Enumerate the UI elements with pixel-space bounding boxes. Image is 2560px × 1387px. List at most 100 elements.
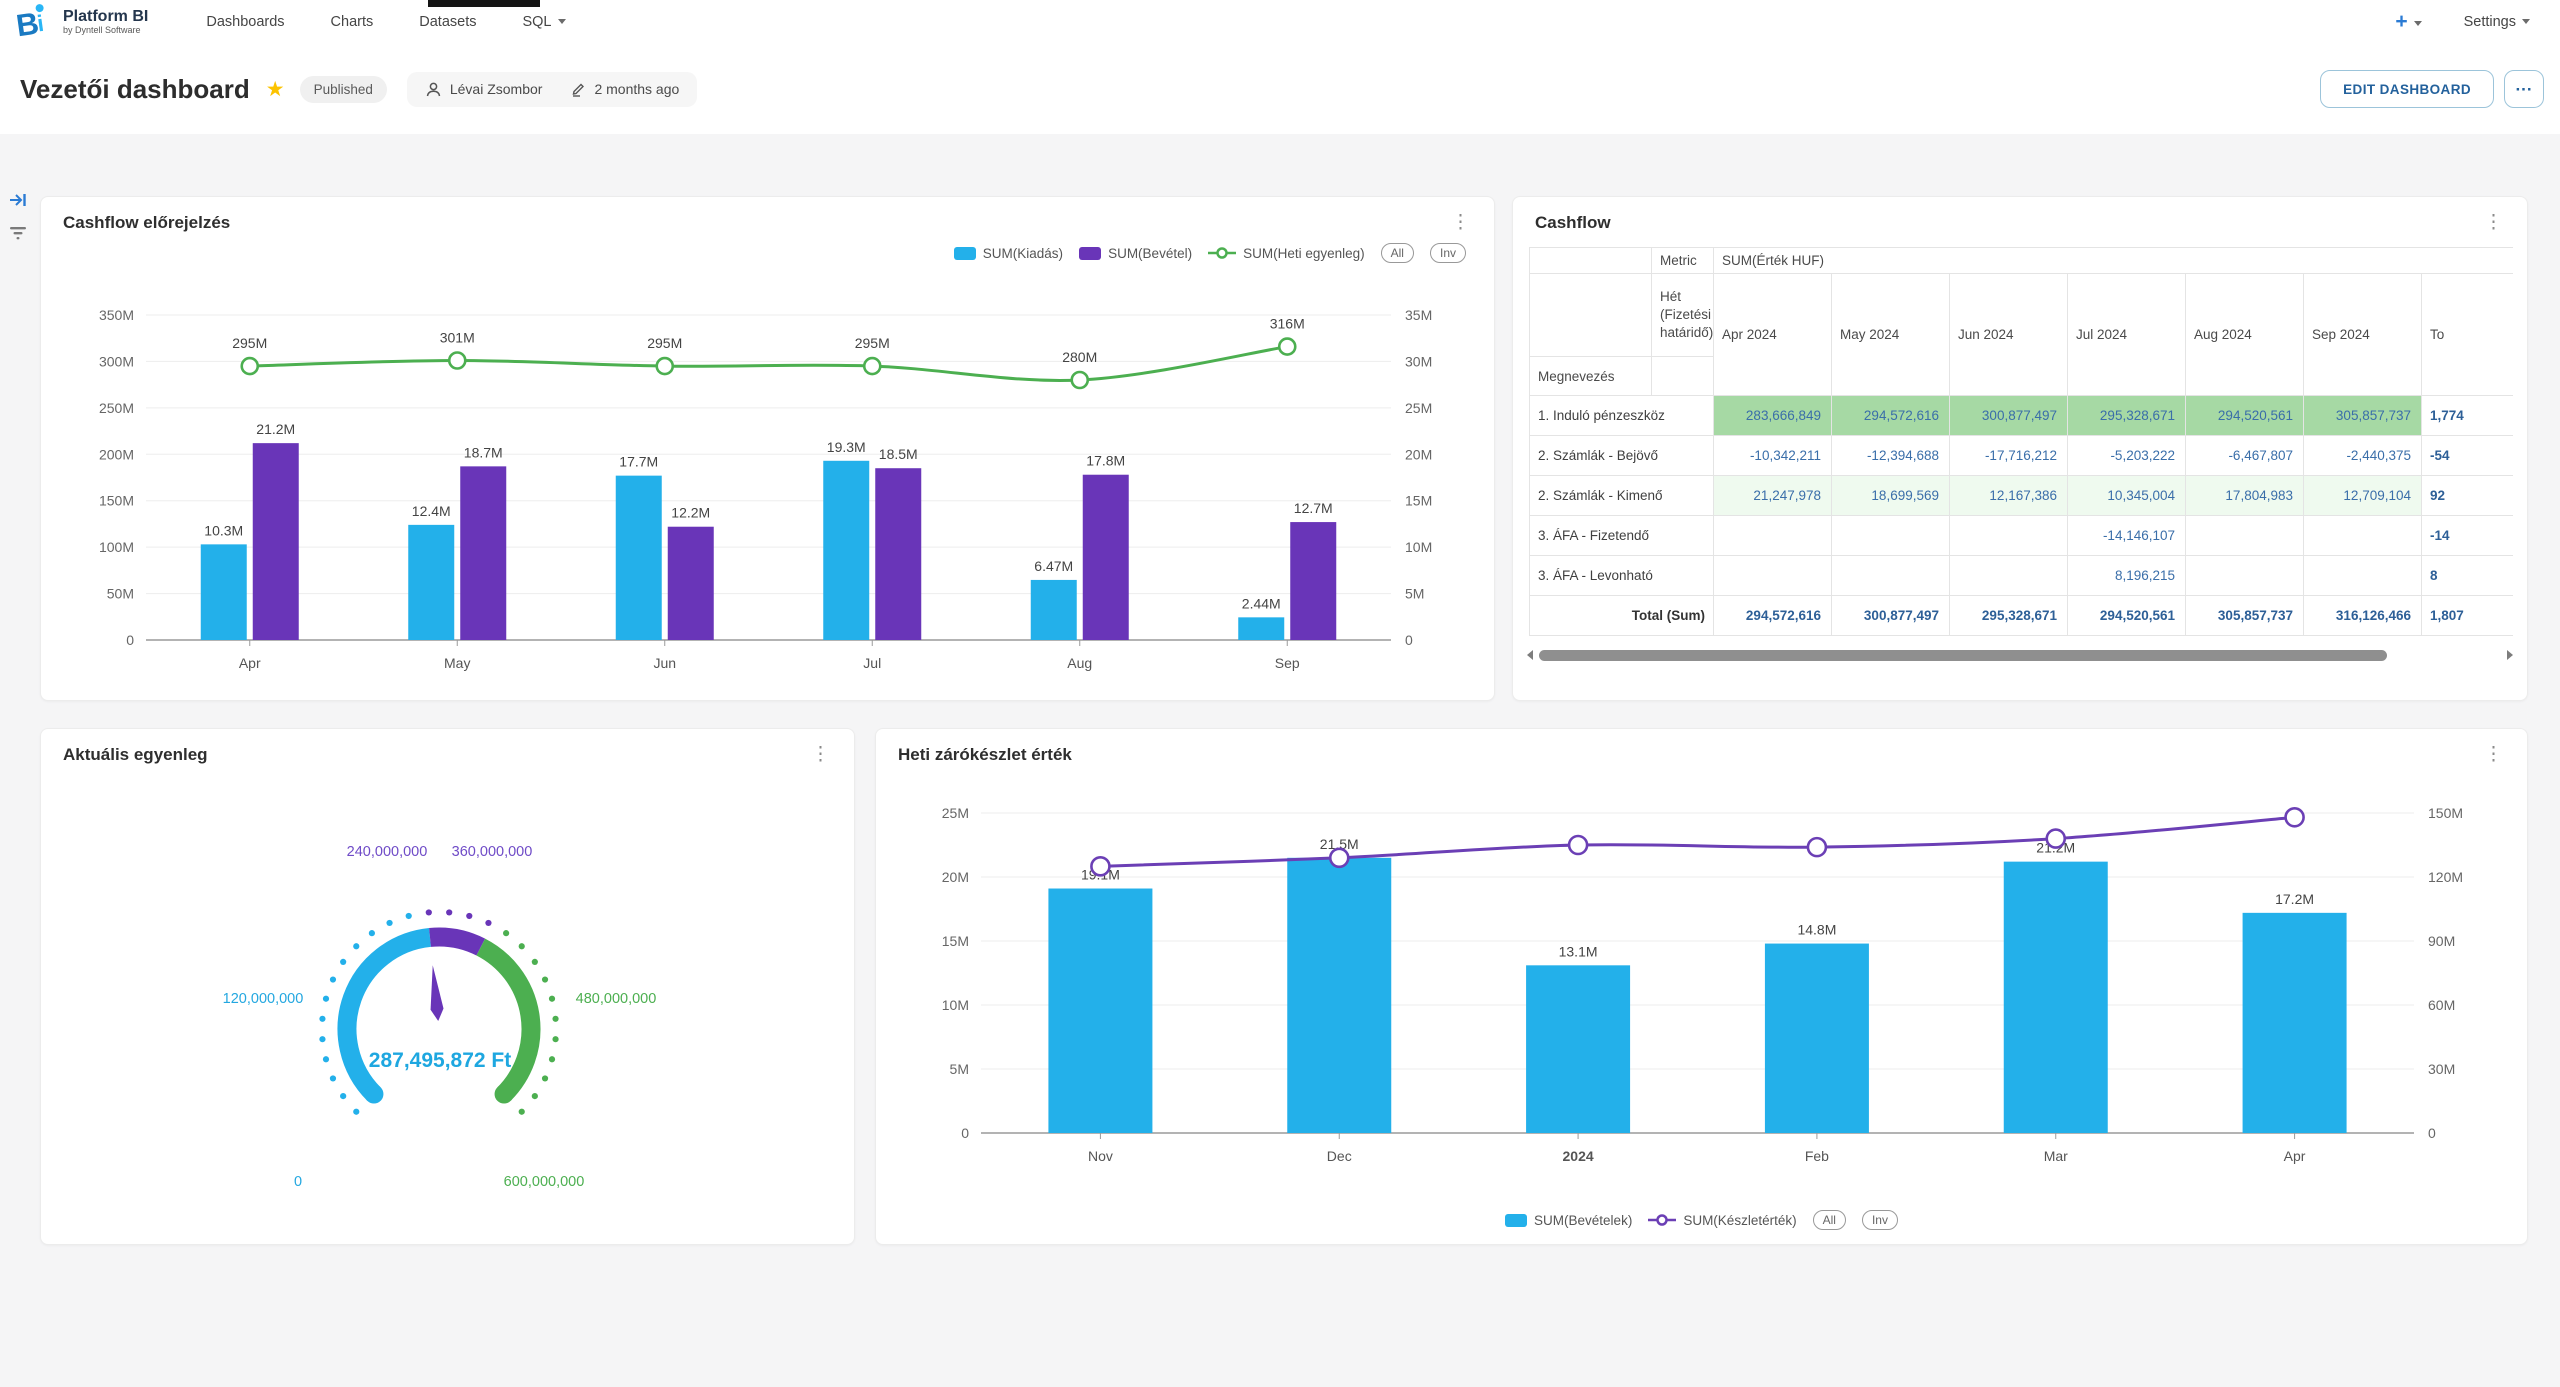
table-row: 3. ÁFA - Levonható 8,196,215 8 bbox=[1529, 555, 2513, 596]
legend-item-bevetelek[interactable]: SUM(Bevételek) bbox=[1505, 1213, 1632, 1228]
column-header: May 2024 bbox=[1831, 273, 1950, 396]
svg-text:14.8M: 14.8M bbox=[1797, 922, 1836, 938]
bar[interactable] bbox=[1290, 522, 1337, 640]
gauge-segment bbox=[429, 927, 486, 956]
dashboard-more-button[interactable]: ··· bbox=[2504, 70, 2544, 108]
card-menu-icon[interactable]: ⋮ bbox=[807, 745, 834, 764]
chart-title: Cashflow előrejelzés bbox=[63, 213, 231, 232]
bar-series: 21.2M 18.7M 12.2M 18.5M 17.8M 12.7M bbox=[252, 421, 1337, 640]
legend-item-bevetel[interactable]: SUM(Bevétel) bbox=[1079, 246, 1192, 261]
legend-item-heti-egyenleg[interactable]: SUM(Heti egyenleg) bbox=[1208, 246, 1365, 261]
bar[interactable] bbox=[1082, 474, 1129, 640]
nav-datasets[interactable]: Datasets bbox=[419, 14, 477, 30]
nav-charts[interactable]: Charts bbox=[330, 14, 374, 30]
bar[interactable] bbox=[823, 460, 870, 640]
scroll-right-icon[interactable] bbox=[2507, 650, 2513, 660]
new-item-button[interactable]: + bbox=[2395, 11, 2422, 33]
svg-text:200M: 200M bbox=[99, 446, 134, 462]
card-menu-icon[interactable]: ⋮ bbox=[2480, 213, 2507, 232]
bar[interactable] bbox=[1238, 617, 1285, 640]
line-marker[interactable] bbox=[862, 356, 882, 376]
page-title: Vezetői dashboard bbox=[20, 73, 250, 104]
expand-filter-bar-icon[interactable] bbox=[7, 190, 29, 210]
scrollbar-track[interactable] bbox=[1538, 649, 2502, 661]
svg-text:15M: 15M bbox=[942, 933, 969, 949]
bar[interactable] bbox=[460, 466, 507, 640]
navbar: B i Platform BI by Dyntell Software Dash… bbox=[0, 0, 2560, 44]
bar[interactable] bbox=[200, 544, 247, 640]
line-marker[interactable] bbox=[1277, 337, 1297, 356]
bar[interactable] bbox=[1287, 857, 1392, 1133]
value-cell: -5,203,222 bbox=[2067, 435, 2186, 476]
line-marker[interactable] bbox=[240, 356, 260, 376]
line-marker[interactable] bbox=[2284, 806, 2305, 828]
line-marker[interactable] bbox=[447, 351, 467, 370]
gauge-segment bbox=[476, 938, 541, 1101]
bar[interactable] bbox=[615, 475, 662, 640]
line-marker[interactable] bbox=[1806, 836, 1828, 858]
legend-item-kiadas[interactable]: SUM(Kiadás) bbox=[953, 246, 1063, 261]
bar[interactable] bbox=[1526, 965, 1631, 1133]
svg-text:600,000,000: 600,000,000 bbox=[504, 1174, 585, 1190]
line-marker[interactable] bbox=[1070, 370, 1090, 390]
svg-text:B: B bbox=[14, 6, 41, 42]
value-cell: 294,572,616 bbox=[1713, 595, 1832, 636]
nav-dashboards[interactable]: Dashboards bbox=[206, 14, 285, 30]
pencil-icon bbox=[573, 83, 585, 97]
stock-chart-svg[interactable]: 0 5M 10M 15M 20M 25M 0 30M 60M 90M 120M 150M Nov Dec 2… bbox=[891, 785, 2514, 1185]
line-marker[interactable] bbox=[655, 356, 675, 376]
value-cell: 300,877,497 bbox=[1949, 395, 2068, 436]
edit-dashboard-button[interactable]: EDIT DASHBOARD bbox=[2320, 70, 2494, 108]
table-row: 2. Számlák - Bejövő -10,342,211 -12,394,68… bbox=[1529, 435, 2513, 476]
svg-text:120,000,000: 120,000,000 bbox=[223, 991, 304, 1007]
legend-all-button[interactable]: All bbox=[1380, 243, 1414, 263]
scroll-left-icon[interactable] bbox=[1527, 650, 1533, 660]
favorite-star-icon[interactable]: ★ bbox=[265, 77, 285, 101]
bar[interactable] bbox=[408, 524, 455, 640]
svg-text:2.44M: 2.44M bbox=[1242, 595, 1281, 611]
scrollbar-thumb[interactable] bbox=[1539, 649, 2388, 661]
column-header: To bbox=[2421, 273, 2513, 396]
owner-name: Lévai Zsombor bbox=[449, 81, 543, 97]
legend-item-keszletertek[interactable]: SUM(Készletérték) bbox=[1648, 1213, 1797, 1228]
value-cell: -2,440,375 bbox=[2303, 435, 2422, 476]
nav-sql[interactable]: SQL bbox=[522, 14, 566, 30]
bar[interactable] bbox=[1030, 579, 1077, 640]
settings-menu[interactable]: Settings bbox=[2464, 14, 2530, 30]
legend-inv-button[interactable]: Inv bbox=[1861, 1210, 1898, 1230]
svg-text:50M: 50M bbox=[107, 586, 134, 602]
line-marker[interactable] bbox=[1328, 847, 1350, 869]
brand-subtitle: by Dyntell Software bbox=[63, 24, 141, 35]
column-header: Sep 2024 bbox=[2303, 273, 2422, 396]
gauge-chart-svg[interactable]: 0 120,000,000 240,000,000 360,000,000 480,00… bbox=[41, 729, 854, 1244]
line-marker[interactable] bbox=[1567, 834, 1589, 856]
legend-all-button[interactable]: All bbox=[1812, 1210, 1846, 1230]
svg-text:250M: 250M bbox=[99, 400, 134, 416]
line-path bbox=[1100, 815, 2295, 868]
card-menu-icon[interactable]: ⋮ bbox=[2480, 745, 2507, 764]
gauge-value: 287,495,872 Ft bbox=[369, 1049, 511, 1072]
column-header: Jun 2024 bbox=[1949, 273, 2068, 396]
svg-text:2024: 2024 bbox=[1563, 1148, 1594, 1164]
filter-icon[interactable] bbox=[8, 224, 28, 242]
svg-text:12.2M: 12.2M bbox=[671, 505, 710, 521]
bar[interactable] bbox=[875, 468, 922, 640]
brand-logo[interactable]: B i Platform BI by Dyntell Software bbox=[0, 2, 148, 42]
svg-text:Dec: Dec bbox=[1327, 1148, 1352, 1164]
line-marker[interactable] bbox=[2045, 828, 2067, 849]
bar[interactable] bbox=[2242, 912, 2347, 1133]
bar[interactable] bbox=[1764, 943, 1869, 1133]
bar[interactable] bbox=[1048, 888, 1153, 1133]
forecast-chart-svg[interactable]: 0 50M 100M 150M 200M 250M 300M 350M 0 5M 10M 15M 20M… bbox=[56, 285, 1481, 690]
value-cell: -17,716,212 bbox=[1949, 435, 2068, 476]
user-icon bbox=[426, 82, 441, 96]
bar[interactable] bbox=[667, 526, 714, 640]
bar[interactable] bbox=[2003, 861, 2108, 1133]
svg-text:21.5M: 21.5M bbox=[1320, 836, 1359, 852]
value-cell: -12,394,688 bbox=[1831, 435, 1950, 476]
bar[interactable] bbox=[252, 443, 299, 640]
status-badge[interactable]: Published bbox=[299, 75, 387, 103]
legend-inv-button[interactable]: Inv bbox=[1429, 243, 1466, 263]
line-marker[interactable] bbox=[1090, 856, 1111, 877]
card-menu-icon[interactable]: ⋮ bbox=[1447, 213, 1474, 232]
